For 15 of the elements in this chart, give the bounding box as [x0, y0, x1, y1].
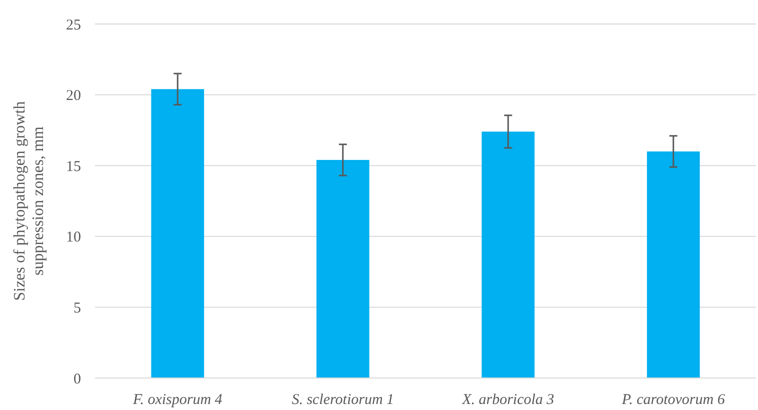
bar: [646, 151, 700, 378]
x-tick-label: S. sclerotiorum 1: [292, 392, 394, 408]
bar: [482, 132, 535, 378]
bar: [151, 89, 204, 378]
y-tick-label: 15: [66, 158, 81, 175]
bar: [316, 160, 370, 378]
y-tick-label: 0: [74, 371, 81, 388]
y-tick-label: 5: [74, 300, 81, 316]
x-tick-label: X. arboricola 3: [461, 392, 554, 408]
y-tick-label: 20: [66, 88, 81, 104]
x-tick-label: F. oxisporum 4: [132, 392, 223, 408]
y-axis-title: Sizes of phytopathogen growth suppression zones, mm: [11, 101, 47, 301]
y-tick-label: 25: [66, 17, 81, 34]
x-tick-label: P. carotovorum 6: [620, 392, 726, 408]
y-tick-label: 10: [66, 230, 81, 246]
